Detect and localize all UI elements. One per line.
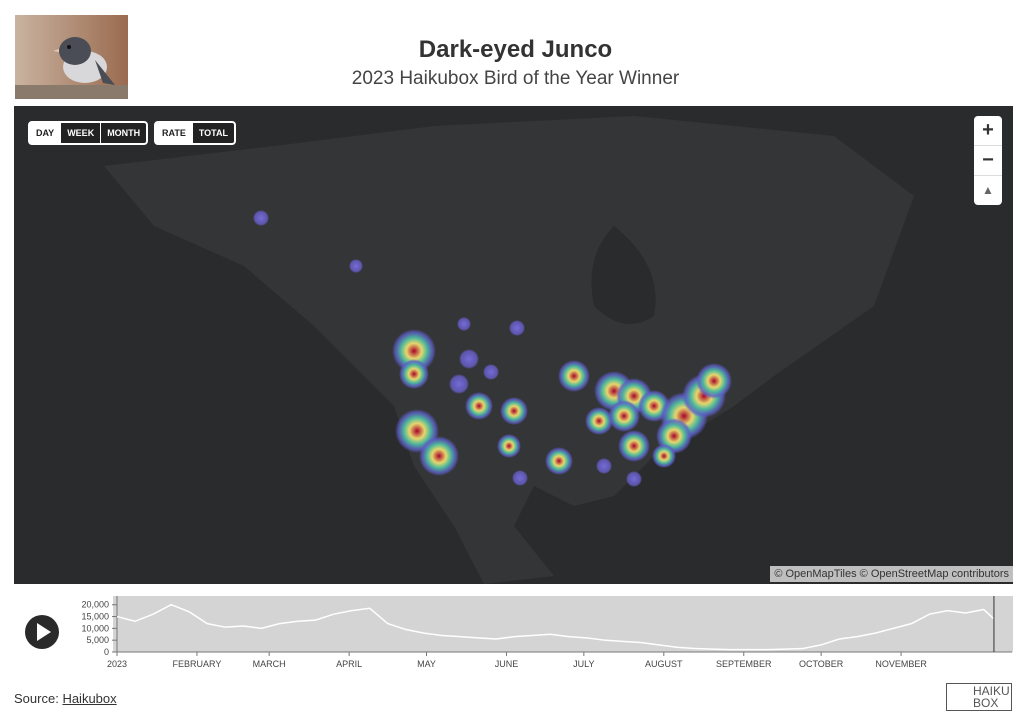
title: Dark-eyed Junco	[418, 36, 613, 63]
play-icon	[37, 623, 51, 641]
attribution: © OpenMapTiles © OpenStreetMap contribut…	[770, 566, 1013, 582]
day-button[interactable]: DAY	[30, 123, 61, 143]
source: Source: Haikubox	[14, 691, 117, 706]
plot-background	[113, 596, 1013, 652]
y-tick-label: 5,000	[86, 635, 109, 645]
x-tick-label: MAY	[417, 659, 436, 669]
total-button[interactable]: TOTAL	[191, 123, 235, 143]
source-link[interactable]: Haikubox	[62, 691, 117, 706]
x-tick-label: MARCH	[253, 659, 286, 669]
y-tick-label: 15,000	[81, 612, 109, 622]
map	[14, 106, 1013, 584]
x-tick-label: AUGUST	[645, 659, 683, 669]
x-tick-label: SEPTEMBER	[716, 659, 772, 669]
x-tick-label: OCTOBER	[799, 659, 844, 669]
logo-top: HAIKU	[973, 684, 1010, 698]
x-tick-label: NOVEMBER	[875, 659, 927, 669]
x-tick-label: 2023	[107, 659, 127, 669]
x-tick-label: JULY	[573, 659, 594, 669]
zoom-controls: + − ▲	[974, 116, 1002, 205]
x-tick-label: FEBRUARY	[173, 659, 222, 669]
period-toggle: DAY WEEK MONTH	[28, 121, 149, 145]
week-button[interactable]: WEEK	[60, 123, 101, 143]
source-label: Source:	[14, 691, 59, 706]
subtitle: 2023 Haikubox Bird of the Year Winner	[351, 68, 680, 89]
x-tick-label: JUNE	[495, 659, 519, 669]
compass[interactable]: ▲	[982, 183, 994, 197]
x-tick-label: APRIL	[336, 659, 362, 669]
rate-button[interactable]: RATE	[156, 123, 192, 143]
zoom-out[interactable]: −	[974, 146, 1002, 176]
month-button[interactable]: MONTH	[100, 123, 147, 143]
y-tick-label: 20,000	[81, 600, 109, 610]
logo-bottom: BOX	[973, 696, 999, 710]
y-tick-label: 10,000	[81, 623, 109, 633]
measure-toggle: RATE TOTAL	[154, 121, 237, 145]
zoom-in[interactable]: +	[974, 116, 1002, 146]
logo: HAIKU BOX	[946, 683, 1012, 711]
y-tick-label: 0	[104, 647, 109, 657]
bird-photo	[15, 15, 128, 99]
series-line	[116, 603, 995, 651]
